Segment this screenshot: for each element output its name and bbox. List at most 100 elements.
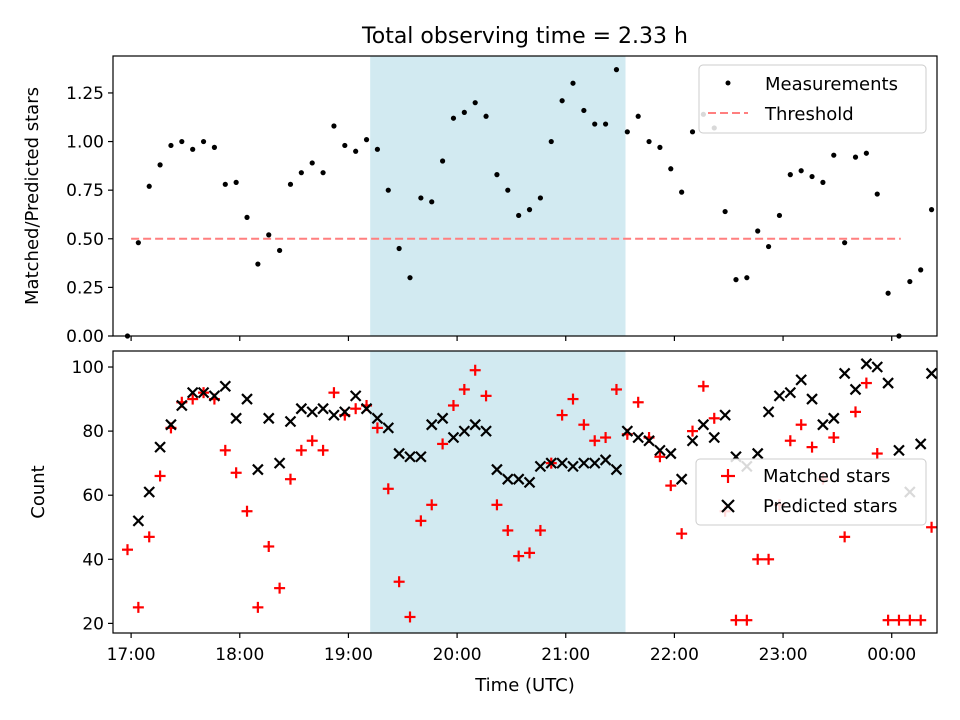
predicted-star-point	[262, 412, 275, 425]
predicted-star-point	[447, 431, 460, 444]
predicted-star-point	[817, 418, 829, 431]
matched-star-point	[904, 614, 916, 626]
measurement-point	[831, 152, 837, 158]
top-x-ticks	[130, 336, 893, 341]
measurement-point	[146, 183, 152, 189]
matched-star-point	[871, 448, 883, 460]
predicted-star-point	[360, 402, 373, 415]
measurement-point	[233, 179, 239, 185]
y-tick-label: 0.00	[66, 327, 104, 347]
predicted-star-point	[241, 393, 253, 405]
matched-star-point	[187, 393, 199, 405]
predicted-star-point	[849, 383, 862, 396]
matched-star-point	[697, 380, 709, 392]
matched-star-point	[426, 499, 438, 511]
top-panel: 0.00 0.25 0.50 0.75 1.00 1.25 Matched/Predict…	[22, 55, 938, 347]
measurement-point	[385, 187, 391, 193]
predicted-star-point	[665, 447, 677, 460]
measurement-point	[450, 115, 457, 121]
predicted-star-point	[686, 434, 699, 447]
x-tick-label: 18:00	[215, 645, 264, 665]
measurement-point	[244, 214, 250, 220]
matched-star-point	[600, 432, 612, 444]
matched-star-point	[274, 582, 286, 594]
matched-star-point	[143, 531, 155, 543]
predicted-star-point	[545, 457, 558, 469]
matched-star-point	[230, 467, 242, 479]
measurement-point	[657, 144, 663, 150]
measurement-point	[298, 170, 304, 176]
predicted-star-point	[415, 450, 427, 463]
matched-star-point	[219, 444, 231, 456]
predicted-star-point	[871, 361, 884, 373]
predicted-star-point	[273, 457, 286, 469]
predicted-star-point	[404, 450, 416, 463]
matched-star-point	[556, 409, 568, 421]
predicted-star-point	[197, 386, 210, 399]
measurement-point	[320, 170, 326, 176]
y-tick-label: 0.50	[66, 230, 104, 250]
figure-title: Total observing time = 2.33 h	[361, 24, 688, 49]
measurement-point	[157, 162, 163, 168]
predicted-star-point	[827, 412, 840, 425]
matched-star-point	[654, 451, 666, 463]
predicted-star-point	[643, 434, 655, 447]
matched-star-point	[534, 524, 546, 536]
measurement-point	[179, 138, 185, 145]
x-tick-label: 17:00	[107, 645, 156, 665]
matched-star-point	[676, 528, 688, 540]
predicted-star-point	[491, 463, 503, 476]
matched-star-point	[687, 425, 699, 437]
predicted-star-point	[523, 476, 536, 489]
y-tick-label: 1.25	[66, 84, 104, 104]
matched-star-point	[589, 435, 601, 447]
predicted-star-point	[458, 425, 471, 437]
predicted-star-point	[784, 386, 797, 399]
measurement-point	[211, 144, 218, 150]
measurement-point	[733, 277, 739, 283]
x-tick-label: 00:00	[867, 645, 916, 665]
predicted-star-point	[436, 412, 449, 425]
legend-predicted-marker	[721, 499, 735, 513]
measurement-point	[765, 243, 772, 250]
predicted-star-point	[393, 447, 405, 460]
predicted-star-point	[534, 460, 547, 473]
measurement-point	[842, 240, 848, 246]
measurement-point	[277, 247, 283, 254]
matched-star-point	[284, 473, 296, 485]
measurement-point	[852, 154, 859, 160]
matched-star-point	[404, 611, 416, 623]
star-count-points	[121, 358, 938, 626]
measurement-point	[809, 173, 815, 180]
matched-star-point	[154, 470, 166, 482]
predicted-star-point	[295, 402, 308, 415]
x-axis-label: Time (UTC)	[474, 675, 575, 696]
matched-star-point	[610, 383, 622, 395]
measurement-point	[635, 113, 641, 119]
predicted-star-point	[165, 418, 177, 431]
predicted-star-point	[154, 441, 166, 453]
matched-star-point	[437, 438, 449, 450]
measurement-point	[200, 138, 207, 145]
bottom-shaded-region	[370, 351, 626, 633]
matched-star-point	[382, 483, 394, 495]
predicted-star-point	[697, 418, 710, 431]
predicted-star-point	[719, 409, 731, 421]
matched-star-point	[915, 614, 927, 626]
matched-star-point	[828, 432, 840, 444]
predicted-star-point	[371, 412, 384, 425]
measurement-point	[494, 172, 500, 178]
predicted-star-point	[675, 473, 688, 485]
measurement-point	[418, 195, 424, 201]
measurement-point	[505, 187, 511, 193]
predicted-star-point	[480, 425, 492, 437]
top-y-axis-label: Matched/Predicted stars	[22, 87, 43, 305]
predicted-star-point	[882, 377, 894, 389]
x-tick-label: 20:00	[433, 645, 482, 665]
matched-star-point	[415, 515, 427, 527]
predicted-star-point	[621, 425, 634, 437]
predicted-star-point	[806, 393, 818, 405]
predicted-star-point	[230, 412, 242, 425]
predicted-star-point	[425, 418, 438, 431]
measurement-point	[190, 146, 196, 152]
